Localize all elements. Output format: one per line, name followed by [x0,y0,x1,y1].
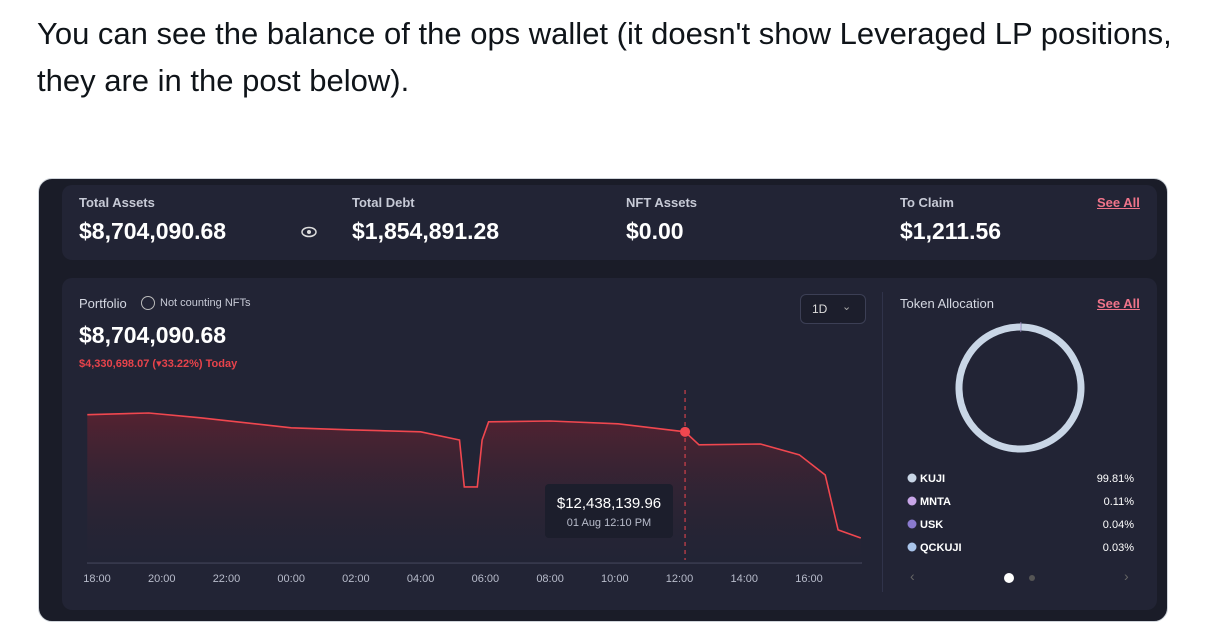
stat-label: To Claim [900,195,954,210]
tweet-text: You can see the balance of the ops walle… [37,16,1172,98]
legend-dot [907,496,917,506]
stat-value: $8,704,090.68 [79,218,227,244]
tooltip-value: $12,438,139.96 [557,495,661,512]
x-tick-label: 22:00 [213,573,241,585]
x-tick-label: 02:00 [342,573,370,585]
info-icon [141,296,155,310]
portfolio-title: Portfolio [79,296,127,311]
legend-dot [907,519,917,529]
portfolio-change: $4,330,698.07 (▾33.22%) Today [79,358,238,370]
legend-value: 0.03% [1103,542,1134,554]
legend-value: 0.04% [1103,519,1134,531]
hover-point [680,426,691,437]
range-label[interactable]: 1D [812,302,828,316]
x-tick-label: 06:00 [472,573,500,585]
legend-label: KUJI [920,473,945,485]
see-all-link[interactable]: See All [1097,296,1140,311]
x-tick-label: 04:00 [407,573,435,585]
tooltip [545,484,673,538]
area [87,413,861,563]
allocation-title: Token Allocation [900,296,994,311]
stat-label: Total Assets [79,195,155,210]
stat-value: $1,854,891.28 [352,218,500,244]
prev-arrow[interactable]: ‹ [910,568,915,584]
eye-icon[interactable] [298,224,320,240]
line [87,412,862,539]
legend-label: QCKUJI [920,542,962,554]
x-tick-label: 18:00 [83,573,111,585]
legend-label: USK [920,519,943,531]
x-tick-label: 16:00 [795,573,823,585]
legend-label: MNTA [920,496,951,508]
stats-panel [62,185,1157,260]
legend-value: 0.11% [1104,496,1135,508]
divider [882,292,883,592]
page-dot[interactable] [1004,573,1014,583]
stat-label: Total Debt [352,195,415,210]
x-tick-label: 10:00 [601,573,629,585]
stat-value: $0.00 [626,218,684,244]
donut-segment [955,323,1085,453]
stat-label: NFT Assets [626,195,698,210]
portfolio-note: Not counting NFTs [160,297,251,309]
legend-dot [907,542,917,552]
next-arrow[interactable]: › [1124,568,1129,584]
page-dot[interactable] [1029,575,1035,581]
stat-value: $1,211.56 [900,218,1002,244]
x-tick-label: 12:00 [666,573,694,585]
dropdown-caret[interactable]: ⌄ [842,301,852,313]
x-tick-label: 20:00 [148,573,176,585]
x-tick-label: 08:00 [536,573,564,585]
tooltip-time: 01 Aug 12:10 PM [567,517,651,529]
legend-dot [907,473,917,483]
x-tick-label: 14:00 [731,573,759,585]
see-all-link[interactable]: See All [1097,195,1140,210]
portfolio-value: $8,704,090.68 [79,322,227,348]
range-dropdown[interactable] [800,294,866,324]
x-tick-label: 00:00 [277,573,305,585]
legend-value: 99.81% [1097,473,1135,485]
